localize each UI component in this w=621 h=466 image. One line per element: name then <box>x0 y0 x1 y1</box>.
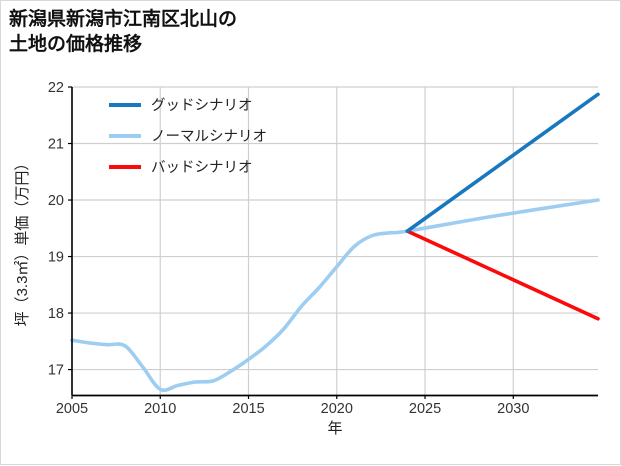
x-tick-label: 2005 <box>56 401 88 417</box>
chart-title-line2: 土地の価格推移 <box>9 34 143 56</box>
y-axis-title: 坪（3.3㎡）単価（万円） <box>14 156 31 327</box>
x-tick-label: 2020 <box>321 401 353 417</box>
x-tick-marks <box>71 395 514 399</box>
y-tick-label: 20 <box>48 193 64 209</box>
y-tick-label: 21 <box>48 137 64 153</box>
x-tick-label: 2010 <box>144 401 176 417</box>
series-line <box>405 229 600 321</box>
series-line <box>405 92 600 233</box>
y-tick-label: 19 <box>48 250 64 266</box>
x-tick-labels: 2005 2010 2015 2020 2025 2030 <box>56 401 530 417</box>
legend-label: ノーマルシナリオ <box>151 129 267 145</box>
x-tick-label: 2025 <box>409 401 441 417</box>
y-tick-label: 18 <box>48 306 64 322</box>
x-axis-title: 年 <box>327 420 342 437</box>
legend-label: グッドシナリオ <box>151 97 253 114</box>
series-lines <box>70 92 600 393</box>
y-tick-label: 22 <box>48 80 64 96</box>
x-tick-label: 2030 <box>497 401 529 417</box>
y-tick-labels: 17 18 19 20 21 22 <box>48 80 72 379</box>
series-line <box>70 198 600 393</box>
y-tick-label: 17 <box>48 363 64 379</box>
x-tick-label: 2015 <box>232 401 264 417</box>
legend-label: バッドシナリオ <box>151 160 253 176</box>
chart-title: 新潟県新潟市江南区北山の 土地の価格推移 <box>9 7 237 58</box>
chart-title-line1: 新潟県新潟市江南区北山の <box>9 9 238 30</box>
